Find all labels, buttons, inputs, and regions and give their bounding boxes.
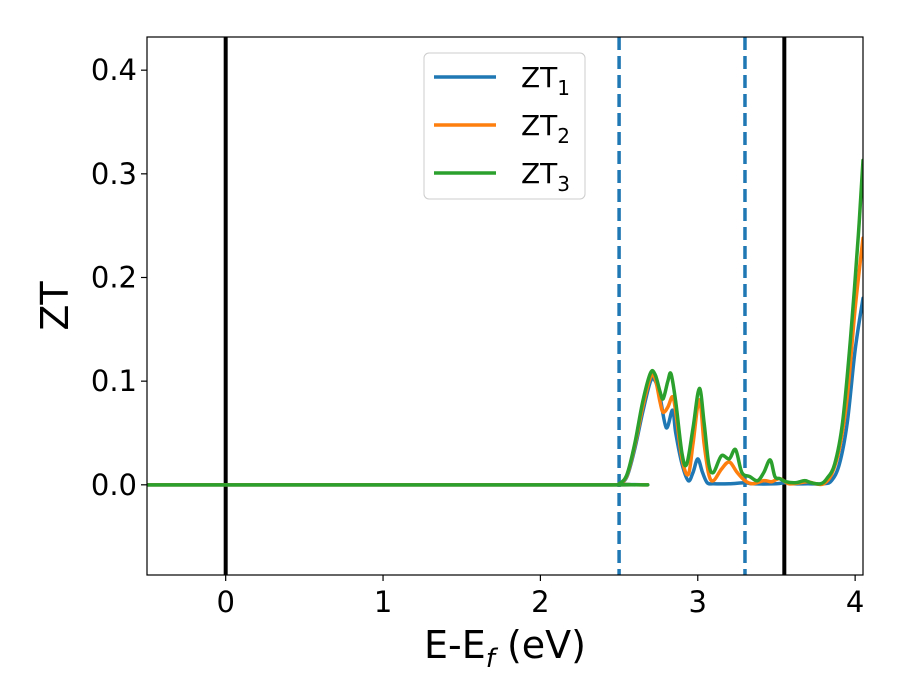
x-tick-label: 2 (531, 585, 549, 619)
legend-box (423, 52, 586, 200)
x-tick-label: 1 (374, 585, 392, 619)
x-tick-label: 0 (216, 585, 234, 619)
y-tick-label: 0.1 (91, 364, 137, 398)
series-line-3 (147, 158, 863, 487)
y-axis-ticks: 0.0 0.1 0.2 0.3 0.4 (91, 53, 147, 502)
legend-label-1: ZT1 (521, 61, 570, 100)
series-lines (147, 158, 863, 487)
x-tick-label: 3 (689, 585, 707, 619)
plot-frame (146, 36, 864, 576)
legend-label-2: ZT2 (521, 109, 570, 148)
x-axis-label-main: E-E (424, 623, 486, 667)
legend: ZT1 ZT2 ZT3 (423, 52, 586, 200)
y-axis-label: ZT (33, 281, 77, 331)
y-tick-label: 0.2 (91, 260, 137, 294)
y-tick-label: 0.4 (91, 53, 137, 87)
x-tick-label: 4 (846, 585, 864, 619)
x-axis-label: E-Ef (eV) (424, 623, 586, 674)
legend-label-3: ZT3 (521, 157, 570, 196)
y-tick-label: 0.0 (91, 468, 137, 502)
legend-items: ZT1 ZT2 ZT3 (434, 61, 570, 196)
x-axis-ticks: 0 1 2 3 4 (216, 575, 864, 619)
y-tick-label: 0.3 (91, 157, 137, 191)
x-axis-label-unit: (eV) (495, 623, 586, 667)
